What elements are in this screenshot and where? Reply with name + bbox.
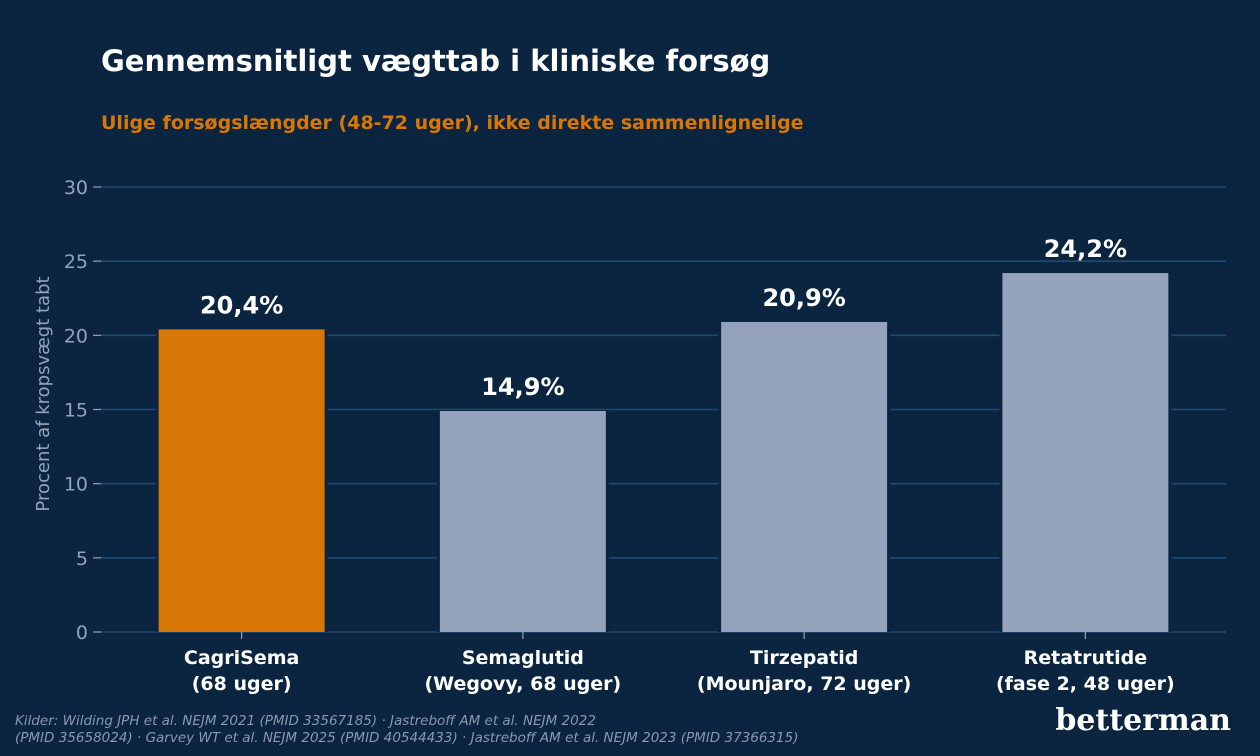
x-tick-label-1-line-1: (Wegovy, 68 uger) xyxy=(424,673,621,695)
chart-subtitle: Ulige forsøgslængder (48-72 uger), ikke … xyxy=(101,112,804,134)
y-tick-label-20: 20 xyxy=(64,325,88,347)
y-tick-label-30: 30 xyxy=(64,177,88,199)
y-tick-label-15: 15 xyxy=(64,400,88,422)
bar-1 xyxy=(439,410,606,632)
source-line-2: (PMID 35658024) · Garvey WT et al. NEJM … xyxy=(15,730,798,746)
data-label-3: 24,2% xyxy=(1044,235,1127,263)
x-tick-label-3-line-0: Retatrutide xyxy=(1024,647,1147,669)
y-tick-label-0: 0 xyxy=(76,622,88,644)
data-label-0: 20,4% xyxy=(200,291,283,319)
x-tick-label-0-line-1: (68 uger) xyxy=(192,673,292,695)
source-line-1: Kilder: Wilding JPH et al. NEJM 2021 (PM… xyxy=(15,713,596,729)
x-tick-label-3-line-1: (fase 2, 48 uger) xyxy=(996,673,1175,695)
bar-0 xyxy=(158,329,325,632)
brand-logo: betterman xyxy=(1055,703,1231,738)
bar-3 xyxy=(1002,273,1169,632)
data-label-1: 14,9% xyxy=(481,373,564,401)
chart-title: Gennemsnitligt vægttab i kliniske forsøg xyxy=(101,44,770,78)
y-axis: 0 5 10 15 20 25 30 xyxy=(64,177,101,644)
y-axis-label: Procent af kropsvægt tabt xyxy=(33,276,54,511)
y-tick-label-10: 10 xyxy=(64,474,88,496)
x-tick-label-0-line-0: CagriSema xyxy=(184,647,299,669)
data-label-2: 20,9% xyxy=(762,284,845,312)
x-tick-label-2-line-1: (Mounjaro, 72 uger) xyxy=(697,673,911,695)
data-labels: 20,4% 14,9% 20,9% 24,2% xyxy=(200,235,1127,401)
x-tick-label-2-line-0: Tirzepatid xyxy=(750,647,858,669)
y-tick-label-5: 5 xyxy=(76,548,88,570)
bars xyxy=(155,272,1172,632)
y-tick-label-25: 25 xyxy=(64,251,88,273)
x-tick-label-1-line-0: Semaglutid xyxy=(462,647,584,669)
bar-2 xyxy=(721,321,888,632)
x-axis: CagriSema (68 uger) Semaglutid (Wegovy, 68 … xyxy=(184,632,1175,695)
